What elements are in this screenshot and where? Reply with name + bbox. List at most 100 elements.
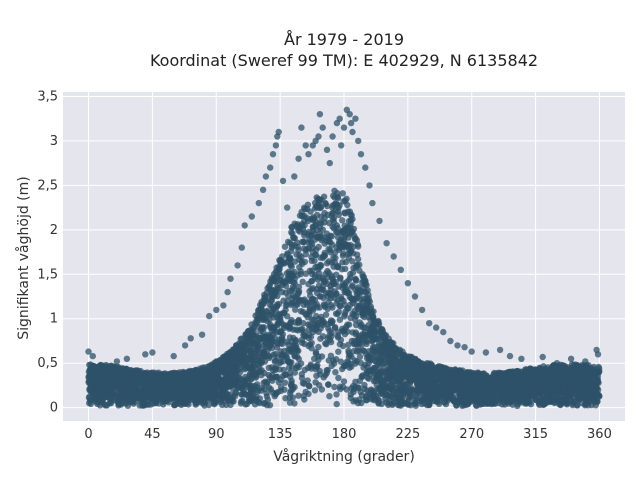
data-point	[326, 246, 334, 254]
data-point	[276, 366, 283, 373]
data-point	[331, 383, 338, 391]
data-point	[325, 258, 333, 265]
data-point	[291, 234, 298, 242]
data-point	[86, 399, 93, 407]
data-point	[277, 358, 284, 366]
data-point	[556, 393, 564, 400]
data-point	[348, 258, 356, 265]
data-point	[399, 400, 407, 407]
data-point	[309, 227, 317, 234]
data-point	[231, 379, 238, 387]
data-point	[248, 337, 255, 344]
data-point	[304, 364, 312, 372]
data-point	[349, 329, 356, 336]
data-point	[298, 208, 305, 216]
data-point	[255, 339, 262, 346]
data-point	[564, 374, 572, 382]
data-point	[286, 399, 294, 406]
data-point	[115, 374, 122, 381]
data-point	[413, 390, 421, 397]
data-point	[237, 400, 245, 407]
data-point	[221, 382, 229, 389]
data-point	[386, 349, 393, 356]
data-point	[311, 387, 319, 394]
data-point	[165, 399, 172, 406]
data-point	[362, 393, 369, 401]
data-point	[234, 384, 241, 391]
data-point	[550, 387, 557, 395]
data-point	[185, 396, 192, 404]
data-point	[381, 376, 388, 383]
data-point	[318, 286, 325, 293]
data-point	[307, 208, 314, 215]
data-point	[283, 270, 290, 277]
data-point	[371, 348, 378, 355]
data-point	[95, 363, 102, 370]
data-point	[463, 401, 470, 409]
data-point	[518, 368, 525, 375]
data-point	[360, 295, 368, 302]
data-point	[524, 394, 532, 402]
data-point	[568, 361, 576, 368]
data-point	[319, 254, 326, 262]
data-point	[334, 190, 341, 197]
data-point	[264, 347, 271, 355]
data-point	[328, 272, 335, 279]
data-point	[323, 369, 330, 377]
data-point	[302, 270, 310, 277]
data-point	[302, 251, 309, 258]
data-point	[311, 274, 319, 281]
data-point	[280, 309, 287, 317]
data-point	[413, 364, 420, 371]
data-point	[260, 324, 268, 331]
data-point	[307, 333, 315, 341]
data-point	[555, 372, 562, 379]
data-point	[338, 240, 345, 248]
data-point	[333, 244, 340, 251]
data-point	[174, 384, 181, 392]
data-point	[300, 301, 307, 308]
data-point	[315, 343, 322, 351]
data-point	[336, 316, 344, 323]
data-point	[590, 366, 597, 374]
data-point	[262, 340, 270, 347]
data-point	[319, 333, 327, 340]
data-point	[321, 249, 328, 257]
data-point	[352, 360, 359, 367]
data-point	[277, 317, 284, 324]
data-point	[224, 397, 232, 404]
data-point	[292, 306, 299, 313]
data-point	[489, 391, 496, 399]
data-point	[365, 367, 372, 374]
data-point	[193, 382, 200, 389]
data-point	[269, 287, 276, 294]
data-point	[285, 238, 292, 245]
data-point	[307, 239, 314, 246]
data-point	[384, 392, 391, 399]
data-point	[316, 230, 323, 237]
data-point	[309, 323, 317, 330]
data-point	[304, 201, 312, 208]
data-point	[336, 302, 343, 310]
data-point	[418, 395, 425, 402]
data-point	[288, 229, 295, 236]
data-point	[264, 396, 272, 404]
data-point	[339, 383, 347, 391]
data-point	[408, 392, 415, 400]
data-point	[301, 222, 308, 229]
data-point	[443, 372, 451, 379]
data-point	[352, 378, 359, 385]
data-point	[332, 310, 340, 317]
data-point	[284, 338, 291, 345]
data-point	[97, 371, 105, 379]
data-point	[210, 400, 218, 407]
data-point	[254, 310, 261, 318]
data-point	[369, 392, 377, 400]
data-point	[310, 214, 317, 221]
data-point	[205, 401, 212, 409]
data-point	[327, 352, 335, 359]
data-point	[479, 390, 486, 397]
data-point	[334, 229, 341, 236]
data-point	[281, 279, 289, 287]
data-point	[320, 294, 327, 302]
